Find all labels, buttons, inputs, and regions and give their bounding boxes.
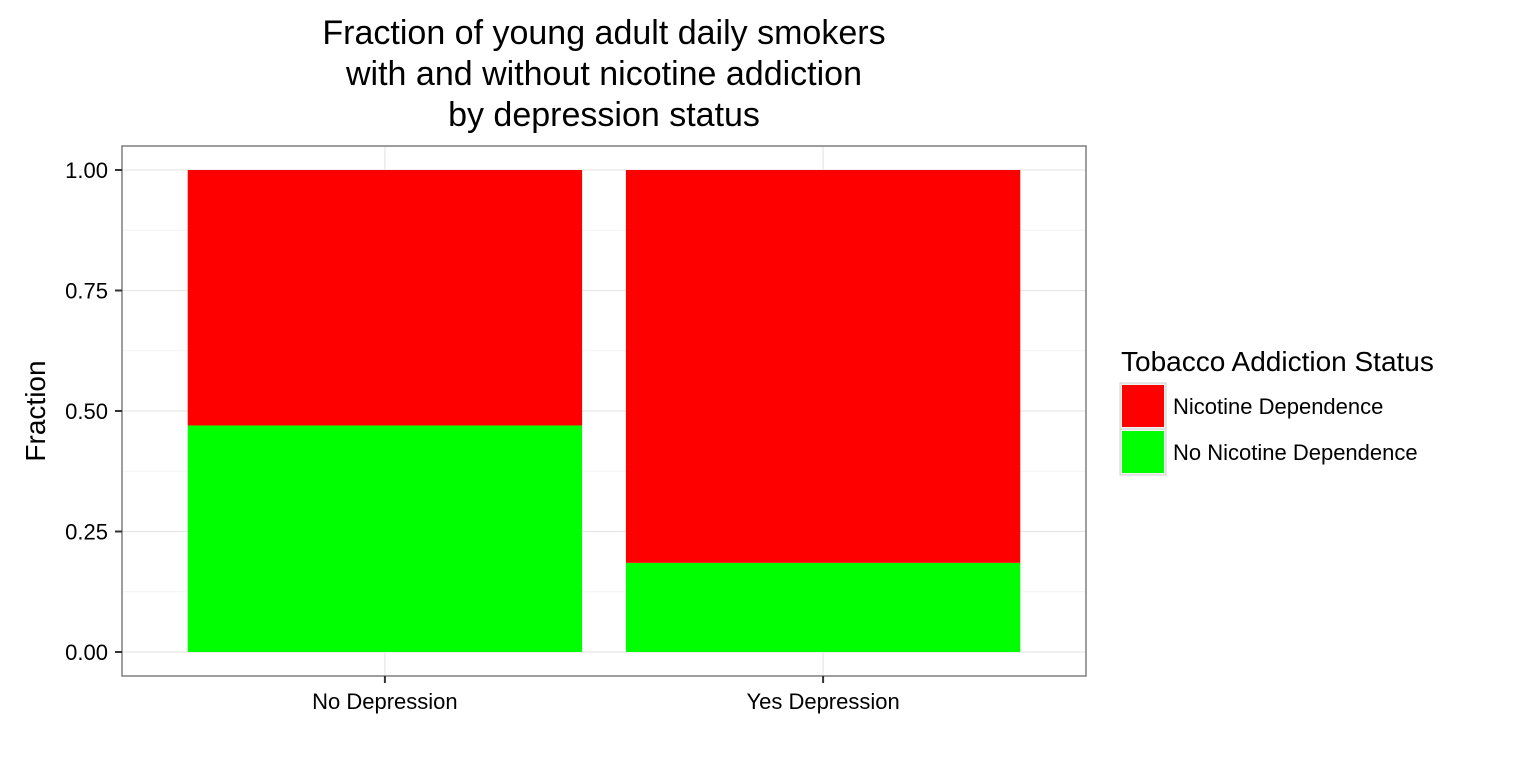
bar-nicotine-dependence	[625, 170, 1021, 563]
legend-label-nicotine-dependence: Nicotine Dependence	[1173, 394, 1383, 419]
y-tick-label: 0.00	[65, 640, 108, 665]
legend-swatch-no-nicotine-dependence	[1122, 431, 1164, 473]
legend-item-no-nicotine-dependence: No Nicotine Dependence	[1119, 428, 1418, 476]
x-tick-label: Yes Depression	[746, 689, 899, 714]
x-axis: No Depression Yes Depression	[312, 676, 900, 714]
y-tick-label: 0.25	[65, 520, 108, 545]
legend: Tobacco Addiction Status Nicotine Depend…	[1119, 346, 1434, 476]
legend-item-nicotine-dependence: Nicotine Dependence	[1119, 382, 1383, 430]
bar-no-nicotine-dependence	[187, 425, 583, 652]
bar-nicotine-dependence	[187, 170, 583, 426]
y-axis: 0.00 0.25 0.50 0.75 1.00	[65, 158, 122, 665]
chart-title-line-2: with and without nicotine addiction	[345, 55, 862, 93]
bars	[187, 170, 1021, 652]
y-tick-label: 0.50	[65, 399, 108, 424]
y-tick-label: 0.75	[65, 279, 108, 304]
y-axis-title: Fraction	[20, 360, 51, 461]
legend-title: Tobacco Addiction Status	[1121, 346, 1434, 377]
y-tick-label: 1.00	[65, 158, 108, 183]
x-tick-label: No Depression	[312, 689, 458, 714]
legend-swatch-nicotine-dependence	[1122, 385, 1164, 427]
chart-title-line-1: Fraction of young adult daily smokers	[322, 14, 885, 52]
chart-title: Fraction of young adult daily smokers wi…	[322, 14, 885, 134]
bar-no-nicotine-dependence	[625, 562, 1021, 652]
legend-label-no-nicotine-dependence: No Nicotine Dependence	[1173, 440, 1418, 465]
chart-title-line-3: by depression status	[448, 96, 760, 134]
